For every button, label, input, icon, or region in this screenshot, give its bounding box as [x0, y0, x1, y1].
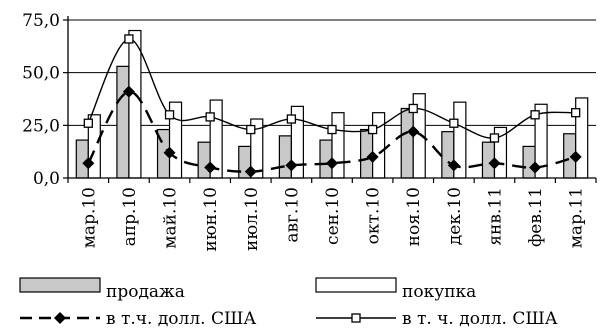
marker-diamond-ноя.10: [407, 125, 420, 138]
marker-diamond-мар.11: [569, 150, 582, 163]
grid-lines: [68, 19, 596, 126]
bar-продажа-авг.10: [278, 135, 292, 179]
marker-square-сен.10: [327, 124, 337, 135]
bars: [75, 29, 589, 179]
bar-покупка-сен.10: [331, 112, 345, 179]
axes: [63, 16, 597, 183]
marker-diamond-июл.10: [244, 165, 257, 178]
x-tick-label: июн.10: [201, 187, 221, 252]
bar-продажа-фев.11: [522, 145, 536, 179]
legend-diamond-icon: [54, 312, 66, 324]
legend-label: продажа: [106, 282, 185, 302]
x-tick-label: апр.10: [120, 187, 140, 246]
bar-продажа-дек.10: [441, 131, 455, 179]
x-tick-label: сен.10: [323, 187, 343, 245]
marker-diamond-май.10: [163, 146, 176, 159]
bar-продажа-июн.10: [197, 141, 211, 179]
x-tick-label: мар.10: [79, 187, 99, 248]
marker-square-авг.10: [286, 114, 297, 124]
x-tick-label: авг.10: [282, 187, 302, 243]
bar-продажа-ноя.10: [400, 107, 414, 179]
series-markers: [82, 34, 582, 178]
marker-square-июн.10: [205, 112, 215, 122]
marker-square-май.10: [164, 110, 175, 120]
x-tick-label: май.10: [161, 187, 181, 249]
marker-square-янв.11: [489, 133, 500, 143]
marker-square-июл.10: [246, 124, 256, 135]
legend-square-icon: [351, 313, 361, 323]
marker-square-ноя.10: [408, 103, 418, 114]
marker-diamond-дек.10: [447, 159, 460, 172]
bar-продажа-сен.10: [319, 139, 333, 179]
marker-square-дек.10: [449, 118, 459, 128]
legend-label: покупка: [402, 282, 476, 302]
x-tick-label: ноя.10: [404, 187, 424, 246]
bar-покупка-окт.10: [372, 112, 386, 179]
bar-продажа-мар.10: [75, 139, 89, 179]
marker-diamond-авг.10: [285, 159, 298, 172]
x-tick-label: мар.11: [567, 187, 587, 248]
marker-square-мар.11: [571, 108, 581, 118]
y-tick-label: 75,0: [22, 11, 60, 31]
legend-label: в т.ч. долл. США: [106, 309, 256, 329]
x-tick-labels: мар.10 апр.10 май.10 июн.10 июл.10 авг.10 сен.…: [79, 187, 586, 252]
marker-diamond-окт.10: [366, 150, 379, 163]
x-tick-label: фев.11: [526, 187, 546, 247]
legend: продажа покупка в т.ч. долл. США в т. ч. до…: [19, 277, 558, 329]
marker-diamond-июн.10: [204, 161, 217, 174]
marker-diamond-янв.11: [488, 157, 501, 170]
y-tick-labels: 0,0 25,0 50,0 75,0: [22, 11, 60, 189]
bar-продажа-апр.10: [116, 65, 130, 179]
marker-square-мар.10: [83, 118, 93, 128]
marker-diamond-сен.10: [326, 157, 338, 170]
x-tick-label: янв.11: [485, 187, 505, 246]
x-tick-label: дек.10: [445, 187, 465, 245]
y-tick-label: 0,0: [33, 169, 60, 189]
marker-square-апр.10: [124, 34, 134, 44]
legend-swatch-покупка: [315, 277, 397, 293]
x-tick-label: июл.10: [242, 187, 262, 251]
marker-square-фев.11: [530, 110, 540, 120]
marker-diamond-фев.11: [529, 161, 542, 174]
legend-swatch-продажа: [19, 277, 101, 293]
bar-покупка-апр.10: [128, 29, 142, 179]
marker-diamond-апр.10: [122, 85, 135, 98]
marker-square-окт.10: [367, 124, 378, 135]
x-tick-label: окт.10: [364, 187, 384, 244]
y-tick-label: 25,0: [22, 116, 60, 136]
marker-diamond-мар.10: [82, 157, 95, 170]
legend-label: в т. ч. долл. США: [402, 309, 558, 329]
y-tick-label: 50,0: [22, 64, 60, 84]
